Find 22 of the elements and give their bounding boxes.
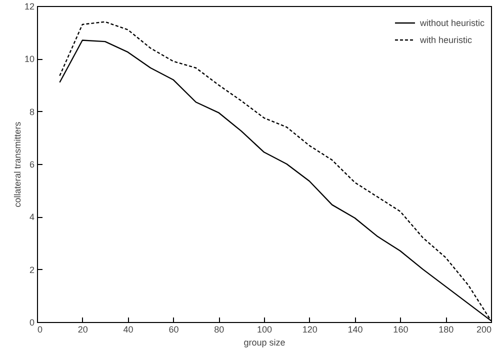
x-tick-label: 40 bbox=[123, 324, 134, 334]
y-tick-label: 2 bbox=[29, 264, 34, 275]
y-tick-label: 10 bbox=[24, 54, 34, 64]
y-tick-label: 8 bbox=[29, 106, 34, 117]
legend-label: without heuristic bbox=[419, 18, 486, 28]
x-tick-label: 20 bbox=[78, 324, 88, 334]
x-tick-label: 60 bbox=[168, 324, 179, 334]
x-tick-label: 140 bbox=[348, 324, 363, 334]
x-tick-label: 160 bbox=[393, 324, 408, 334]
x-tick-label: 80 bbox=[214, 324, 224, 334]
y-axis-title: collateral transmitters bbox=[12, 121, 22, 208]
y-tick-label: 0 bbox=[29, 318, 34, 328]
x-tick-label: 200 bbox=[476, 324, 492, 334]
y-tick-label: 4 bbox=[29, 212, 34, 222]
legend-label: with heuristic bbox=[419, 35, 473, 45]
y-tick-label: 6 bbox=[29, 160, 34, 170]
y-tick-label: 12 bbox=[24, 2, 34, 12]
x-tick-label: 120 bbox=[302, 324, 318, 334]
x-tick-label: 180 bbox=[438, 324, 454, 334]
x-tick-label: 0 bbox=[38, 324, 43, 334]
x-tick-label: 100 bbox=[256, 324, 272, 334]
x-axis-title: group size bbox=[244, 338, 286, 348]
